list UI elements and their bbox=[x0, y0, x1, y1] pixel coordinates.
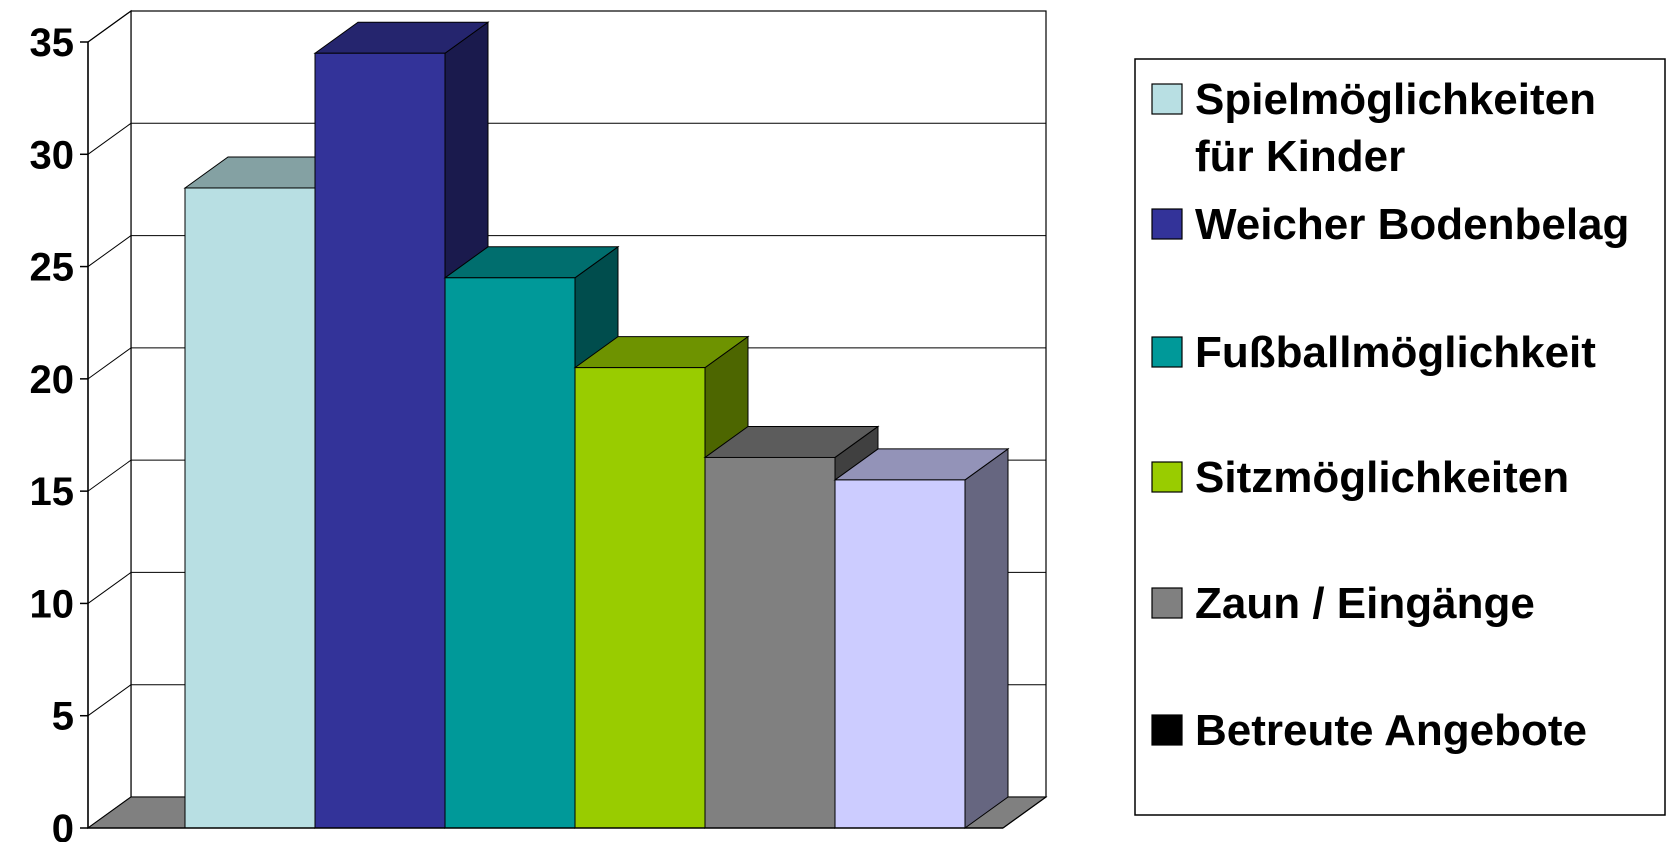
legend-swatch bbox=[1151, 208, 1183, 240]
bar-front bbox=[314, 52, 446, 829]
gridline-side bbox=[87, 235, 132, 267]
gridline-side bbox=[87, 459, 132, 492]
y-tick-label: 20 bbox=[30, 358, 75, 402]
legend-swatch bbox=[1151, 461, 1183, 493]
legend-item: Spielmöglichkeiten für Kinder bbox=[1151, 75, 1596, 181]
bars bbox=[183, 21, 1010, 829]
legend-label: für Kinder bbox=[1195, 132, 1405, 181]
y-tick-label: 0 bbox=[52, 807, 74, 842]
bar-side bbox=[964, 447, 1009, 829]
bar-front bbox=[704, 456, 836, 829]
y-tick-label: 15 bbox=[30, 470, 75, 514]
gridline-side bbox=[87, 572, 132, 604]
legend-label: Zaun / Eingänge bbox=[1195, 579, 1535, 628]
legend-label: Spielmöglichkeiten bbox=[1195, 75, 1596, 124]
legend-swatch bbox=[1151, 714, 1183, 746]
y-tick-label: 35 bbox=[30, 21, 75, 65]
bar-front bbox=[184, 187, 316, 829]
gridline-side bbox=[87, 10, 132, 43]
y-tick-label: 30 bbox=[30, 133, 75, 177]
legend-item: Zaun / Eingänge bbox=[1151, 579, 1535, 628]
side-wall bbox=[87, 9, 132, 830]
gridline-side bbox=[87, 347, 132, 380]
legend-label: Sitzmöglichkeiten bbox=[1195, 453, 1569, 502]
legend-label: Betreute Angebote bbox=[1195, 706, 1587, 755]
legend-swatch bbox=[1151, 336, 1183, 368]
bar-front bbox=[834, 479, 966, 829]
gridline-side bbox=[87, 122, 132, 155]
y-tick-label: 5 bbox=[52, 695, 74, 739]
x-axis-edge bbox=[1002, 796, 1047, 829]
legend-item: Sitzmöglichkeiten bbox=[1151, 453, 1569, 502]
gridline-side bbox=[87, 684, 132, 717]
y-axis: 0 5 10 15 20 25 30 35 bbox=[30, 21, 1047, 847]
legend-label: Weicher Bodenbelag bbox=[1195, 200, 1629, 249]
legend: Spielmöglichkeiten für Kinder Weicher Bode… bbox=[1134, 58, 1666, 816]
legend-box bbox=[1134, 58, 1666, 816]
bar-6 bbox=[833, 447, 1010, 829]
legend-item: Fußballmöglichkeit bbox=[1151, 328, 1596, 377]
y-tick-label: 10 bbox=[30, 582, 75, 626]
y-tick-label: 25 bbox=[30, 246, 75, 290]
legend-label: Fußballmöglichkeit bbox=[1195, 328, 1596, 377]
bar-front bbox=[444, 277, 576, 829]
legend-item: Weicher Bodenbelag bbox=[1151, 200, 1629, 249]
legend-item: Betreute Angebote bbox=[1151, 706, 1587, 755]
legend-swatch bbox=[1151, 587, 1183, 619]
legend-swatch bbox=[1151, 83, 1183, 115]
bar-front bbox=[574, 367, 706, 829]
